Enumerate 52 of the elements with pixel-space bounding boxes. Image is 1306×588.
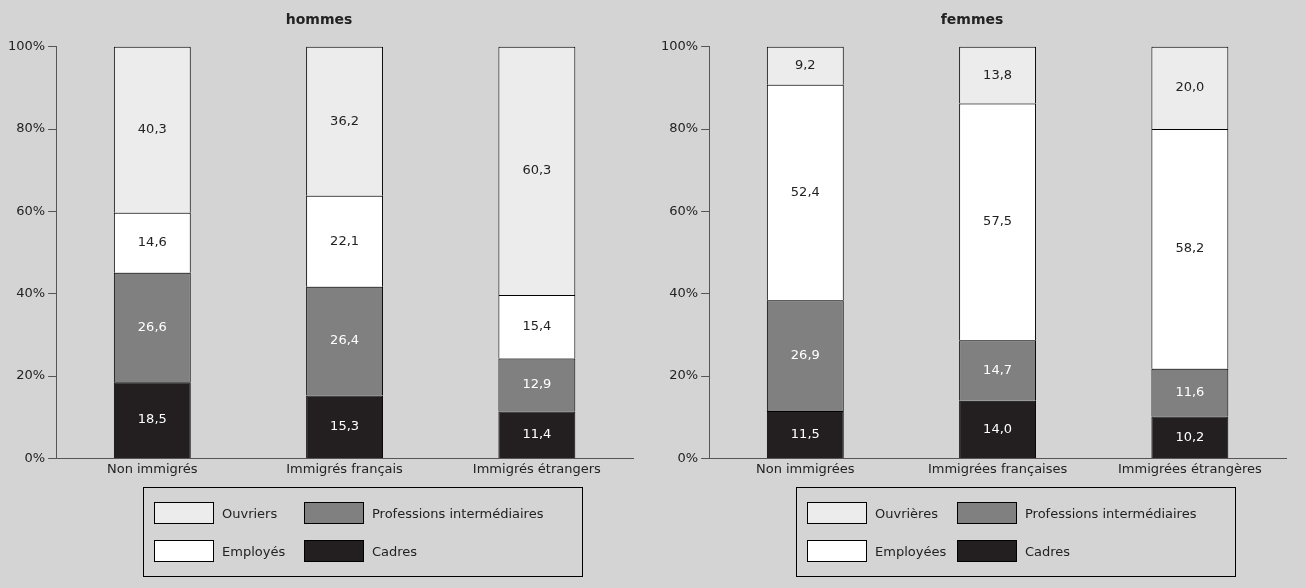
data-label: 60,3	[522, 162, 552, 178]
x-tick-label: Immigrés français	[286, 460, 404, 476]
data-label: 11,6	[1175, 383, 1205, 399]
data-label: 13,8	[983, 66, 1013, 82]
y-tick-label: 40%	[16, 285, 46, 301]
data-label: 11,5	[790, 425, 820, 441]
data-label: 15,3	[330, 418, 360, 434]
y-tick-label: 100%	[7, 38, 46, 54]
legend-label: Professions intermédiaires	[372, 505, 544, 521]
data-label: 10,2	[1175, 428, 1205, 444]
legend-label: Employées	[875, 543, 947, 559]
data-label: 22,1	[330, 232, 360, 248]
y-tick-label: 20%	[669, 367, 699, 383]
y-tick-label: 80%	[669, 120, 699, 136]
x-tick-label: Immigrées françaises	[927, 460, 1068, 476]
data-label: 14,7	[983, 361, 1013, 377]
y-tick-label: 40%	[669, 285, 699, 301]
x-tick-label: Immigrés étrangers	[472, 460, 602, 476]
data-label: 58,2	[1175, 240, 1205, 256]
data-label: 20,0	[1175, 79, 1205, 95]
data-label: 26,4	[330, 332, 360, 348]
data-label: 36,2	[330, 112, 360, 128]
data-label: 14,6	[137, 234, 167, 250]
data-label: 26,9	[790, 347, 820, 363]
legend-label: Employés	[222, 543, 286, 559]
legend-label: Cadres	[372, 543, 418, 559]
y-tick-label: 0%	[677, 449, 699, 465]
legend-label: Professions intermédiaires	[1025, 505, 1197, 521]
chart-title: femmes	[940, 11, 1004, 28]
y-tick-label: 20%	[16, 367, 46, 383]
data-label: 9,2	[794, 57, 816, 73]
data-label: 40,3	[137, 121, 167, 137]
data-label: 18,5	[137, 411, 167, 427]
data-label: 52,4	[790, 183, 820, 199]
legend-label: Cadres	[1025, 543, 1071, 559]
y-tick-label: 60%	[669, 202, 699, 218]
x-tick-label: Non immigrés	[106, 460, 198, 476]
x-tick-label: Non immigrées	[755, 460, 855, 476]
y-tick-label: 60%	[16, 202, 46, 218]
y-tick-label: 100%	[660, 38, 699, 54]
data-label: 11,4	[522, 426, 552, 442]
legend-label: Ouvriers	[222, 505, 278, 521]
data-label: 14,0	[983, 420, 1013, 436]
y-tick-label: 0%	[24, 449, 46, 465]
data-label: 57,5	[983, 213, 1013, 229]
legend-label: Ouvrières	[875, 505, 938, 521]
data-label: 15,4	[522, 318, 552, 334]
chart-title: hommes	[285, 11, 353, 28]
x-tick-label: Immigrées étrangères	[1118, 460, 1262, 476]
data-label: 26,6	[137, 318, 167, 334]
y-tick-label: 80%	[16, 120, 46, 136]
data-label: 12,9	[522, 376, 552, 392]
